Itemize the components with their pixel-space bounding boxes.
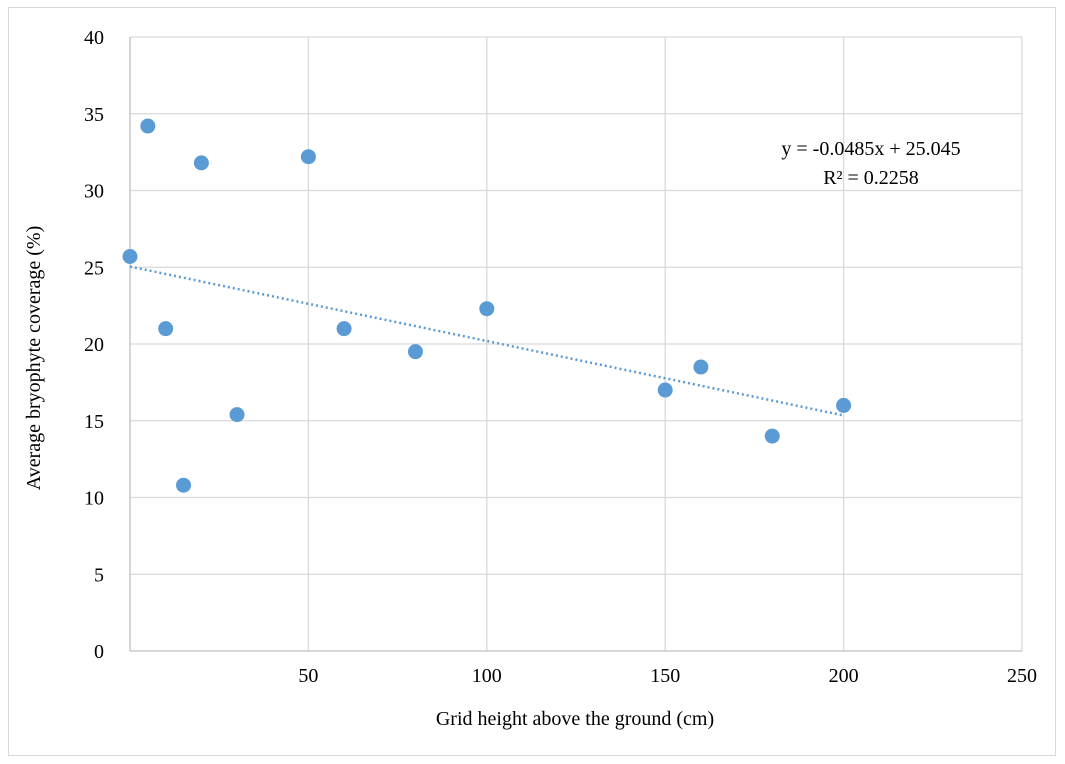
data-point (764, 428, 780, 444)
data-point (300, 149, 316, 165)
data-point (229, 407, 245, 423)
data-point (140, 118, 156, 134)
y-axis-title: Average bryophyte coverage (%) (23, 226, 45, 491)
data-point (193, 155, 209, 171)
trendline (129, 265, 844, 417)
x-tick-label: 150 (650, 665, 680, 687)
y-tick-label: 10 (84, 488, 104, 510)
y-tick-label: 20 (84, 334, 104, 356)
data-point (836, 397, 852, 413)
data-point (122, 249, 138, 265)
axes (129, 37, 1022, 652)
data-points (122, 118, 852, 493)
data-point (693, 359, 709, 375)
data-point (176, 477, 192, 493)
x-tick-label: 250 (1007, 665, 1037, 687)
y-tick-label: 0 (94, 641, 104, 663)
x-tick-label: 100 (472, 665, 502, 687)
y-tick-label: 25 (84, 257, 104, 279)
x-tick-labels: 50 100 150 200 250 (298, 665, 1037, 687)
chart-frame (8, 7, 1056, 756)
data-point (657, 382, 673, 398)
y-tick-labels: 0 5 10 15 20 25 30 35 40 (84, 27, 104, 663)
trendline-r2: R² = 0.2258 (823, 167, 919, 189)
data-point (336, 321, 352, 337)
data-point (158, 321, 174, 337)
y-tick-label: 30 (84, 181, 104, 203)
x-axis-title: Grid height above the ground (cm) (436, 708, 714, 730)
data-point (479, 301, 495, 317)
x-tick-label: 50 (298, 665, 318, 687)
y-tick-label: 35 (84, 104, 104, 126)
gridlines (130, 36, 1023, 651)
y-tick-label: 40 (84, 27, 104, 49)
data-point (407, 344, 423, 360)
trendline-equation: y = -0.0485x + 25.045 (781, 138, 960, 160)
y-tick-label: 5 (94, 564, 104, 586)
x-tick-label: 200 (829, 665, 859, 687)
y-tick-label: 15 (84, 411, 104, 433)
